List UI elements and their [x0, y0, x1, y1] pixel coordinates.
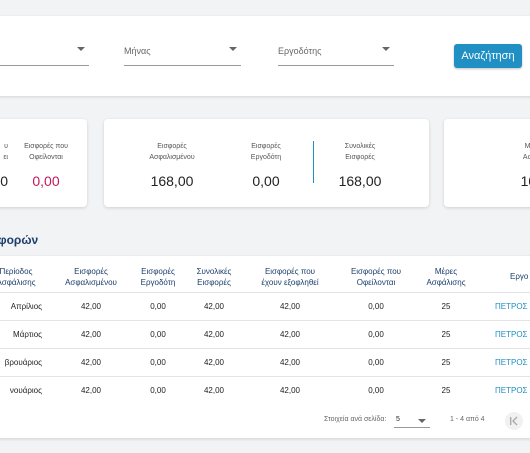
- table-row: Απρίλιος 42,00 0,00 42,00 42,00 0,00 25 ΠΕΤΡΟΣ …: [0, 292, 530, 320]
- employer-link[interactable]: ΠΕΤΡΟΣ Γ: [495, 302, 530, 311]
- cell-period: Απρίλιος: [10, 302, 42, 311]
- search-button[interactable]: Αναζήτηση: [454, 44, 522, 68]
- table-row: βρουάριος 42,00 0,00 42,00 42,00 0,00 25 ΠΕΤΡΟΣ…: [0, 348, 530, 376]
- cell-insured: 42,00: [80, 386, 102, 395]
- section-title: φορών: [0, 233, 39, 247]
- contributions-table: Περίοδος Ασφάλισης Εισφορές Ασφαλισμένου Ε…: [0, 256, 530, 438]
- header-paid: Εισφορές που έχουν εξοφληθεί: [261, 267, 319, 287]
- chevron-down-icon: [77, 47, 85, 51]
- table-row: νουάριος 42,00 0,00 42,00 42,00 0,00 25 ΠΕΤΡΟΣ …: [0, 376, 530, 404]
- cell-owed: 0,00: [368, 302, 384, 311]
- first-page-icon[interactable]: [505, 412, 523, 430]
- cell-insured: 42,00: [80, 358, 102, 367]
- per-page-label: Στοιχεία ανά σελίδα:: [324, 416, 387, 423]
- month-label: Μήνας: [124, 46, 151, 56]
- filter-card: [0, 16, 530, 96]
- header-period: Περίοδος Ασφάλισης: [0, 267, 36, 287]
- summary-card-2: Εισφορές Ασφαλισμένου 168,00 Εισφορές Ερ…: [104, 119, 429, 207]
- pagination-range: 1 - 4 από 4: [450, 416, 485, 423]
- chevron-down-icon: [418, 419, 426, 423]
- cell-employer: 0,00: [150, 330, 166, 339]
- header-employer-name: Εργο: [510, 272, 529, 281]
- cell-paid: 42,00: [279, 358, 301, 367]
- summary-days-stat: Μέρες Ασφαλ 100: [520, 143, 530, 189]
- cell-period: βρουάριος: [4, 358, 42, 367]
- table-row: Μάρτιος 42,00 0,00 42,00 42,00 0,00 25 ΠΕΤΡΟΣ Γ: [0, 320, 530, 348]
- employer-label: Εργοδότης: [278, 46, 322, 56]
- header-owed: Εισφορές που Οφείλονται: [350, 267, 402, 287]
- cell-owed: 0,00: [368, 358, 384, 367]
- cell-employer: 0,00: [150, 358, 166, 367]
- summary-employer-stat: Εισφορές Εργοδότη 0,00: [250, 143, 282, 189]
- chevron-down-icon: [382, 47, 390, 51]
- summary-owed-stat: Εισφορές που Οφείλονται 0,00: [14, 141, 78, 189]
- cell-total: 42,00: [203, 358, 225, 367]
- period-select[interactable]: [0, 36, 89, 66]
- employer-link[interactable]: ΠΕΤΡΟΣ Γ: [495, 358, 530, 367]
- summary-total-stat: Συνολικές Εισφορές 168,00: [338, 143, 382, 189]
- cell-paid: 42,00: [279, 330, 301, 339]
- summary-card-1: υ ει 0 Εισφορές που Οφείλονται 0,00: [0, 119, 87, 207]
- cell-days: 25: [441, 386, 451, 395]
- header-insured: Εισφορές Ασφαλισμένου: [65, 267, 117, 287]
- employer-select[interactable]: Εργοδότης: [278, 36, 394, 66]
- cell-days: 25: [441, 330, 451, 339]
- month-select[interactable]: Μήνας: [124, 36, 241, 66]
- header-employer: Εισφορές Εργοδότη: [140, 267, 176, 287]
- cell-total: 42,00: [203, 302, 225, 311]
- cell-employer: 0,00: [150, 302, 166, 311]
- cell-insured: 42,00: [80, 330, 102, 339]
- per-page-select[interactable]: 5: [394, 412, 430, 428]
- header-total: Συνολικές Εισφορές: [196, 267, 232, 287]
- cell-owed: 0,00: [368, 330, 384, 339]
- cell-insured: 42,00: [80, 302, 102, 311]
- summary-partial-stat: υ ει 0: [0, 143, 8, 189]
- cell-period: Μάρτιος: [13, 330, 42, 339]
- chevron-down-icon: [229, 47, 237, 51]
- summary-card-3: Μέρες Ασφαλ 100: [444, 119, 530, 207]
- cell-total: 42,00: [203, 330, 225, 339]
- cell-period: νουάριος: [9, 386, 42, 395]
- cell-employer: 0,00: [150, 386, 166, 395]
- summary-insured-stat: Εισφορές Ασφαλισμένου 168,00: [149, 143, 195, 189]
- cell-owed: 0,00: [368, 386, 384, 395]
- employer-link[interactable]: ΠΕΤΡΟΣ Γ: [495, 386, 530, 395]
- owed-value: 0,00: [32, 173, 60, 189]
- cell-paid: 42,00: [279, 386, 301, 395]
- header-days: Μέρες Ασφάλισης: [426, 267, 466, 287]
- cell-days: 25: [441, 302, 451, 311]
- cell-paid: 42,00: [279, 302, 301, 311]
- employer-link[interactable]: ΠΕΤΡΟΣ Γ: [495, 330, 530, 339]
- cell-total: 42,00: [203, 386, 225, 395]
- cell-days: 25: [441, 358, 451, 367]
- summary-divider: [313, 141, 314, 183]
